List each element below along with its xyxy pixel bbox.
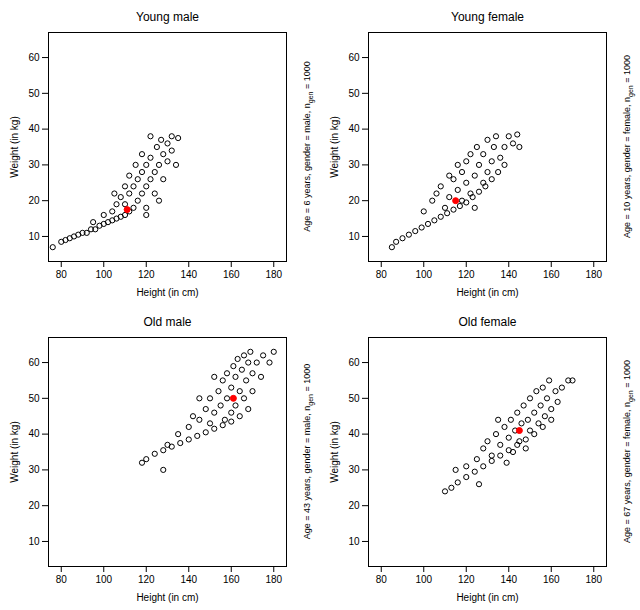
svg-text:40: 40: [28, 123, 40, 134]
svg-text:Young male: Young male: [136, 10, 199, 24]
svg-text:180: 180: [585, 574, 602, 585]
svg-text:Weight (in kg): Weight (in kg): [329, 421, 340, 483]
svg-text:100: 100: [95, 574, 112, 585]
svg-text:180: 180: [265, 269, 282, 280]
svg-text:50: 50: [348, 88, 360, 99]
svg-text:50: 50: [28, 393, 40, 404]
svg-text:40: 40: [348, 123, 360, 134]
svg-text:80: 80: [56, 574, 68, 585]
svg-text:Height (in cm): Height (in cm): [136, 592, 198, 603]
svg-text:60: 60: [348, 357, 360, 368]
svg-text:140: 140: [500, 574, 517, 585]
svg-text:40: 40: [28, 428, 40, 439]
svg-text:30: 30: [348, 159, 360, 170]
svg-text:100: 100: [95, 269, 112, 280]
svg-text:60: 60: [348, 52, 360, 63]
svg-text:Weight (in kg): Weight (in kg): [9, 116, 20, 178]
svg-text:Old female: Old female: [458, 315, 516, 329]
svg-text:160: 160: [543, 574, 560, 585]
svg-text:10: 10: [348, 231, 360, 242]
svg-text:140: 140: [180, 269, 197, 280]
svg-text:120: 120: [458, 269, 475, 280]
svg-text:Old male: Old male: [143, 315, 191, 329]
svg-text:30: 30: [348, 464, 360, 475]
svg-text:20: 20: [348, 195, 360, 206]
svg-text:160: 160: [543, 269, 560, 280]
svg-text:Weight (in kg): Weight (in kg): [9, 421, 20, 483]
svg-text:100: 100: [415, 269, 432, 280]
svg-text:140: 140: [500, 269, 517, 280]
svg-text:20: 20: [348, 500, 360, 511]
svg-text:80: 80: [56, 269, 68, 280]
svg-text:140: 140: [180, 574, 197, 585]
svg-text:60: 60: [28, 357, 40, 368]
svg-text:Age = 67 years, gender = femal: Age = 67 years, gender = female, ngen = …: [622, 360, 635, 543]
svg-text:Height (in cm): Height (in cm): [456, 592, 518, 603]
svg-text:160: 160: [223, 269, 240, 280]
svg-text:80: 80: [376, 574, 388, 585]
svg-text:20: 20: [28, 500, 40, 511]
svg-text:Age = 43 years, gender = male,: Age = 43 years, gender = male, ngen = 10…: [302, 364, 315, 540]
svg-text:30: 30: [28, 159, 40, 170]
svg-text:Height (in cm): Height (in cm): [456, 287, 518, 298]
svg-text:Weight (in kg): Weight (in kg): [329, 116, 340, 178]
svg-text:60: 60: [28, 52, 40, 63]
svg-text:120: 120: [458, 574, 475, 585]
svg-text:20: 20: [28, 195, 40, 206]
svg-text:10: 10: [28, 231, 40, 242]
svg-text:10: 10: [28, 536, 40, 547]
svg-text:30: 30: [28, 464, 40, 475]
svg-text:Young female: Young female: [451, 10, 524, 24]
svg-text:50: 50: [28, 88, 40, 99]
svg-text:120: 120: [138, 269, 155, 280]
svg-text:40: 40: [348, 428, 360, 439]
svg-text:50: 50: [348, 393, 360, 404]
svg-text:120: 120: [138, 574, 155, 585]
svg-text:180: 180: [585, 269, 602, 280]
svg-text:100: 100: [415, 574, 432, 585]
svg-text:80: 80: [376, 269, 388, 280]
svg-text:Age = 6 years, gender = male,: Age = 6 years, gender = male, ngen = 100…: [302, 61, 315, 232]
svg-text:10: 10: [348, 536, 360, 547]
svg-text:Age = 10 years, gender = femal: Age = 10 years, gender = female, ngen = …: [622, 55, 635, 238]
svg-text:160: 160: [223, 574, 240, 585]
svg-text:Height (in cm): Height (in cm): [136, 287, 198, 298]
svg-text:180: 180: [265, 574, 282, 585]
